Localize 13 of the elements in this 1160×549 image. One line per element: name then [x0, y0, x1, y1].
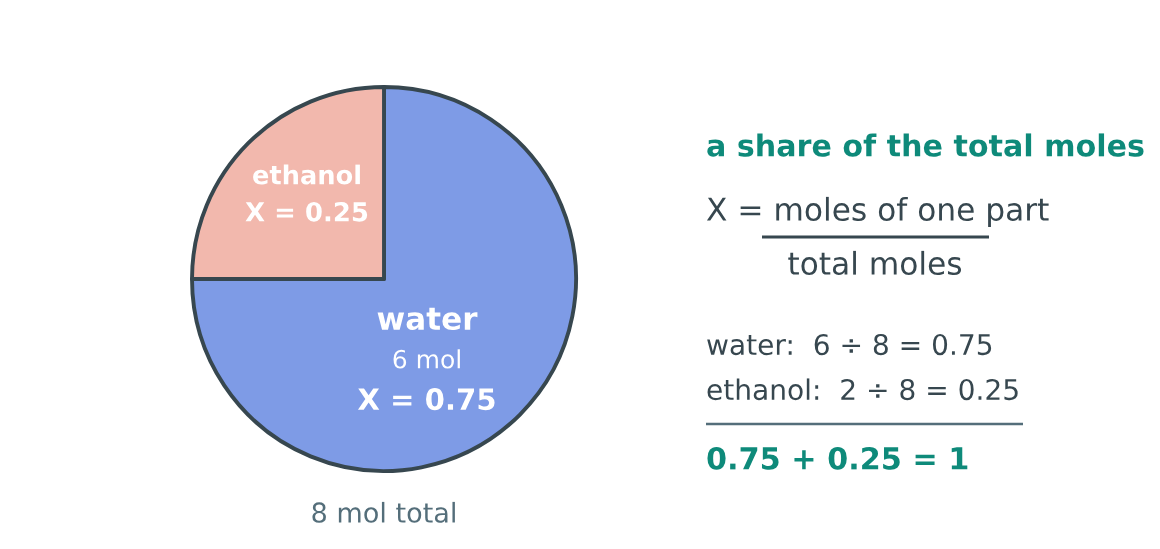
text: 6 mol: [393, 349, 460, 369]
slice-label: water: [377, 307, 478, 331]
data-label: X = 0.25: [245, 201, 368, 222]
slice-label: ethanol: [253, 164, 360, 185]
text: 8 mol total: [312, 501, 455, 523]
text: a share of the total moles: [707, 133, 1144, 157]
text: 0.75 + 0.25 = 1: [707, 446, 968, 470]
text: ethanol: 2 ÷ 8 = 0.25: [707, 378, 1018, 401]
data-label: X = 0.75: [357, 388, 495, 411]
text: X = moles of one part: [706, 196, 1049, 228]
text: water: 6 ÷ 8 = 0.75: [707, 333, 992, 356]
text: total moles: [788, 250, 962, 276]
pie-slice: [190, 85, 578, 473]
